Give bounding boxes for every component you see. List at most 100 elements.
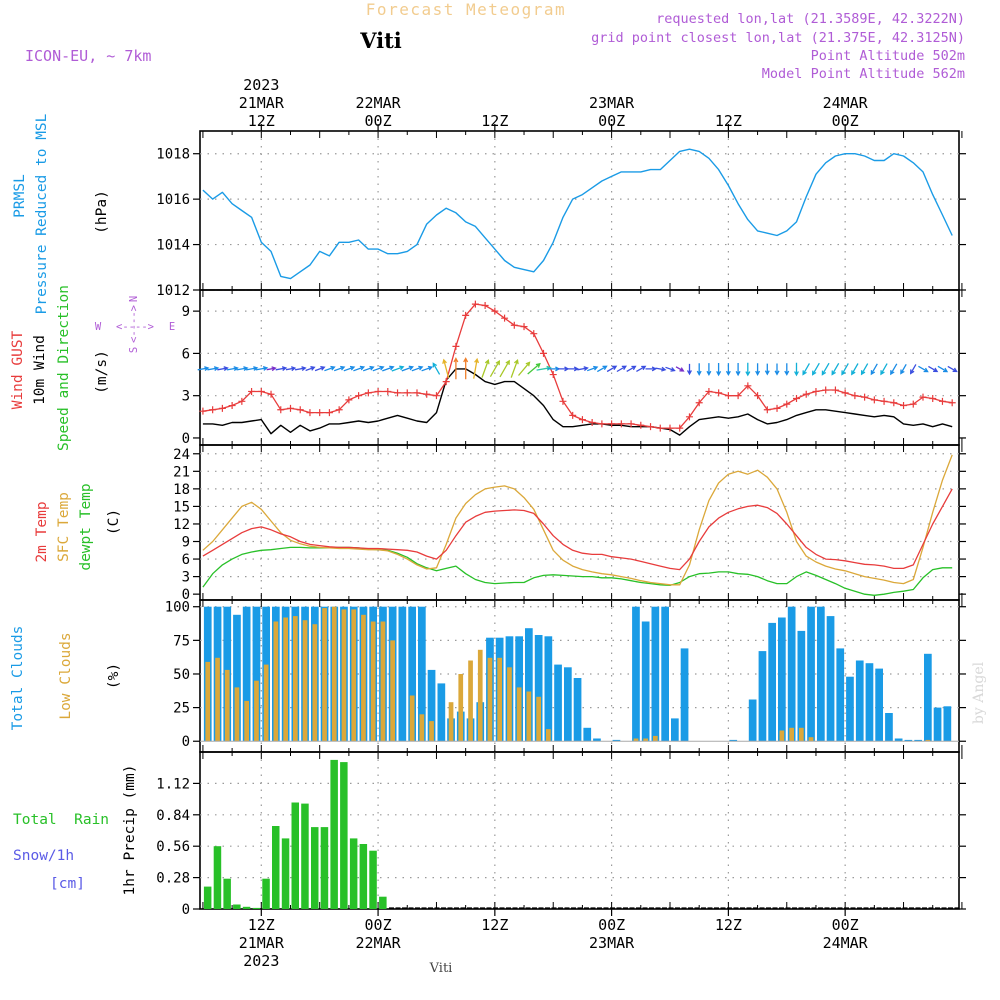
wind-direction-arrow	[910, 364, 917, 375]
top-time-label: 12Z	[481, 112, 508, 130]
prmsl-line	[202, 148, 953, 280]
gust-marker	[296, 406, 304, 414]
wind-direction-arrow	[870, 363, 878, 376]
wind-direction-arrow	[463, 357, 469, 380]
total-cloud-bar	[787, 606, 796, 742]
gust-marker	[715, 389, 723, 397]
low-cloud-bar	[409, 695, 415, 742]
gust-marker	[306, 409, 314, 417]
gust-marker	[569, 411, 577, 419]
wind-direction-arrow	[382, 365, 395, 372]
wind-direction-arrow	[226, 366, 239, 372]
gust-marker	[890, 399, 898, 407]
gust-marker	[812, 387, 820, 395]
gust-marker	[530, 330, 538, 338]
clouds-label-low: Low Clouds	[58, 632, 74, 719]
low-cloud-bar	[633, 738, 639, 742]
precip-ytick-label: 0.28	[156, 871, 190, 887]
rain-bar	[272, 826, 280, 909]
rain-bar	[320, 827, 329, 909]
low-cloud-bar	[497, 657, 502, 742]
gust-marker	[384, 387, 392, 395]
model-altitude: Model Point Altitude 562m	[762, 66, 965, 82]
grid-point-coords: grid point closest lon,lat (21.375E, 42.…	[591, 30, 965, 46]
wind-label-10m: 10m Wind	[32, 335, 48, 405]
rain-bar	[262, 878, 270, 909]
gust-marker	[432, 392, 440, 400]
gust-marker	[938, 397, 946, 405]
wind-direction-arrow	[305, 366, 316, 372]
wind-ytick-label: 3	[182, 389, 190, 405]
total-cloud-bar	[758, 651, 767, 742]
low-cloud-bar	[224, 669, 230, 742]
gust-marker	[792, 395, 800, 402]
gust-marker	[734, 392, 742, 400]
gust-marker	[316, 409, 324, 417]
wind-direction-arrow	[343, 365, 356, 372]
wind-direction-arrow	[353, 365, 366, 372]
wind-direction-arrow	[596, 365, 608, 373]
rain-bar	[281, 838, 290, 909]
station-title: Viti	[359, 28, 402, 53]
wind-direction-arrow	[665, 366, 676, 372]
total-cloud-bar	[437, 683, 446, 742]
temp-ytick-label: 21	[173, 464, 190, 480]
gust-marker	[656, 424, 664, 432]
temp-unit: (C)	[106, 509, 122, 535]
total-cloud-bar	[641, 621, 650, 742]
gust-marker	[948, 399, 956, 407]
wind-direction-arrow	[442, 358, 450, 379]
wind-ytick-label: 0	[182, 431, 190, 447]
gust-marker	[861, 393, 869, 401]
gust-marker	[520, 323, 528, 331]
low-cloud-bar	[312, 624, 318, 742]
watermark: by Angel	[971, 661, 987, 724]
wind-label-speed-dir: Speed and Direction	[56, 285, 72, 451]
wind-direction-arrow	[918, 365, 929, 373]
wind-direction-arrow	[499, 359, 510, 378]
compass-n: N	[128, 296, 140, 302]
top-time-label: 12Z	[715, 112, 742, 130]
clouds-ytick-label: 25	[173, 701, 190, 717]
wind-direction-arrow	[285, 366, 297, 372]
bottom-time-label: 23MAR	[589, 934, 635, 952]
low-cloud-bar	[468, 660, 473, 742]
model-name: ICON-EU, ~ 7km	[25, 47, 151, 65]
gust-marker	[627, 420, 635, 428]
wind-unit: (m/s)	[94, 350, 110, 394]
wind-direction-arrow	[453, 357, 459, 380]
wind-direction-arrow	[774, 363, 780, 376]
total-cloud-bar	[612, 739, 621, 742]
wind-direction-arrow	[696, 363, 702, 376]
gust-marker	[909, 400, 917, 408]
wind-direction-arrow	[432, 362, 441, 375]
total-cloud-bar	[593, 738, 601, 742]
wind-direction-arrow	[831, 362, 840, 376]
clouds-ytick-label: 0	[182, 734, 190, 750]
wind-direction-arrow	[207, 366, 220, 372]
wind-direction-arrow	[481, 359, 490, 378]
sfc-temp-line	[202, 454, 953, 586]
total-cloud-bar	[525, 628, 533, 742]
low-cloud-bar	[244, 700, 249, 742]
wind-speed-line	[202, 368, 953, 436]
total-cloud-bar	[418, 606, 426, 742]
precip-unit: 1hr Precip (mm)	[122, 765, 138, 896]
wind-direction-arrow	[890, 363, 898, 376]
wind-direction-arrow	[577, 366, 589, 372]
gust-marker	[598, 420, 606, 428]
total-cloud-bar	[573, 678, 582, 742]
compass-arrow-v: <---->	[128, 305, 140, 343]
pressure-label-prmsl: PRMSL	[12, 174, 28, 218]
low-cloud-bar	[331, 606, 337, 742]
total-cloud-bar	[817, 606, 825, 742]
wind-direction-arrow	[236, 366, 249, 372]
low-cloud-bar	[205, 661, 211, 742]
precip-ytick-label: 0	[182, 902, 190, 918]
temp-ytick-label: 3	[182, 570, 190, 586]
low-cloud-bar	[536, 696, 541, 742]
temp-ytick-label: 6	[182, 552, 190, 568]
wind-direction-arrow	[217, 366, 229, 372]
wind-direction-arrow	[841, 363, 849, 376]
top-time-label: 00Z	[598, 112, 625, 130]
